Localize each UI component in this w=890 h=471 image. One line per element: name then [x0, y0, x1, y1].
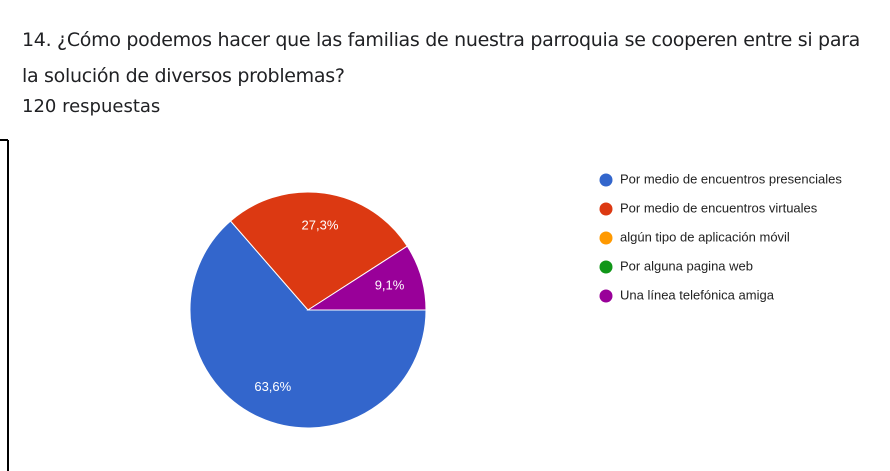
- legend-label: Por alguna pagina web: [620, 258, 753, 273]
- legend-swatch: [599, 260, 613, 274]
- legend-label: algún tipo de aplicación móvil: [620, 229, 790, 244]
- legend-label: Por medio de encuentros presenciales: [620, 171, 842, 186]
- pie-slice: [229, 191, 408, 311]
- legend-swatch: [599, 231, 613, 245]
- legend-label: Una línea telefónica amiga: [620, 287, 775, 302]
- legend-swatch: [599, 202, 613, 216]
- chart-title: 14. ¿Cómo podemos hacer que las familias…: [22, 29, 861, 87]
- chart-subtitle: 120 respuestas: [22, 96, 161, 117]
- legend-label: Por medio de encuentros virtuales: [620, 200, 818, 215]
- legend-swatch: [599, 289, 613, 303]
- slice-label: 27,3%: [302, 217, 339, 232]
- pie-slice: [306, 245, 427, 311]
- slice-label: 9,1%: [375, 277, 405, 292]
- pie-slice: [189, 220, 427, 429]
- legend-swatch: [599, 173, 613, 187]
- slice-label: 63,6%: [254, 379, 291, 394]
